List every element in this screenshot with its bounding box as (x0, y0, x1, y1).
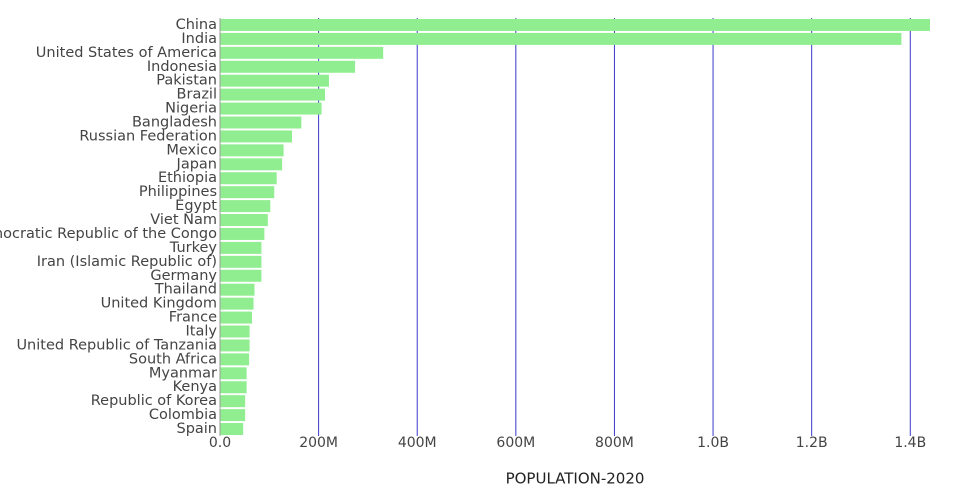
bar (220, 158, 283, 171)
bar (220, 88, 326, 101)
y-tick-label: Indonesia (147, 59, 217, 75)
bar (220, 339, 250, 352)
y-tick-label: Pakistan (156, 73, 217, 89)
y-tick-label: Turkey (169, 240, 218, 256)
bar (220, 102, 322, 115)
bar (220, 116, 302, 129)
bar (220, 172, 277, 185)
bar (220, 32, 902, 45)
y-tick-label: Italy (186, 324, 218, 340)
bar (220, 186, 275, 199)
x-tick-label: 200M (299, 435, 338, 451)
x-tick-label: 0.0 (209, 435, 231, 451)
y-tick-label: Philippines (139, 184, 217, 200)
bar (220, 255, 262, 268)
y-tick-label: Egypt (175, 198, 217, 214)
bar (220, 353, 250, 366)
bar (220, 46, 384, 59)
x-tick-label: 800M (595, 435, 634, 451)
bar (220, 241, 262, 254)
x-tick-label: 600M (496, 435, 535, 451)
y-tick-label: Iran (Islamic Republic of) (37, 254, 217, 270)
y-tick-label: Bangladesh (132, 115, 217, 131)
y-tick-label: China (176, 17, 217, 33)
bar (220, 423, 244, 436)
bar (220, 18, 930, 31)
y-tick-label: Ethiopia (158, 170, 217, 186)
x-tick-label: 1.4B (894, 435, 926, 451)
y-tick-label: Democratic Republic of the Congo (0, 226, 217, 242)
y-tick-label: Mexico (166, 142, 217, 158)
y-tick-label: South Africa (129, 351, 217, 367)
y-tick-label: Thailand (154, 282, 217, 298)
bar (220, 269, 262, 282)
y-tick-label: Kenya (173, 379, 217, 395)
x-tick-label: 1.0B (697, 435, 729, 451)
bar (220, 367, 247, 380)
y-tick-label: Japan (176, 156, 217, 172)
x-axis-title: POPULATION-2020 (506, 470, 645, 488)
bar (220, 130, 292, 143)
y-tick-label: Colombia (149, 407, 217, 423)
x-tick-label: 1.2B (796, 435, 828, 451)
bar (220, 144, 284, 157)
y-tick-label: Russian Federation (79, 128, 217, 144)
bar (220, 227, 265, 240)
y-tick-label: United Republic of Tanzania (16, 337, 217, 353)
y-tick-label: Spain (176, 421, 217, 437)
y-tick-label: France (169, 310, 217, 326)
y-tick-label: India (181, 31, 217, 47)
y-tick-label: Germany (150, 268, 217, 284)
bar (220, 381, 247, 394)
y-tick-label: Viet Nam (150, 212, 217, 228)
y-tick-label: Republic of Korea (91, 393, 217, 409)
x-tick-label: 400M (398, 435, 437, 451)
y-tick-label: Brazil (177, 87, 217, 103)
bar (220, 214, 268, 227)
bar (220, 395, 246, 408)
bar (220, 297, 254, 310)
y-tick-label: United Kingdom (101, 296, 217, 312)
bar (220, 74, 329, 87)
y-tick-label: Nigeria (165, 101, 217, 117)
y-tick-label: Myanmar (149, 365, 217, 381)
y-tick-label: United States of America (36, 45, 217, 61)
bar (220, 60, 356, 73)
bar (220, 311, 253, 324)
bar (220, 409, 246, 422)
bar (220, 325, 250, 338)
bar (220, 200, 271, 213)
bar (220, 283, 255, 296)
